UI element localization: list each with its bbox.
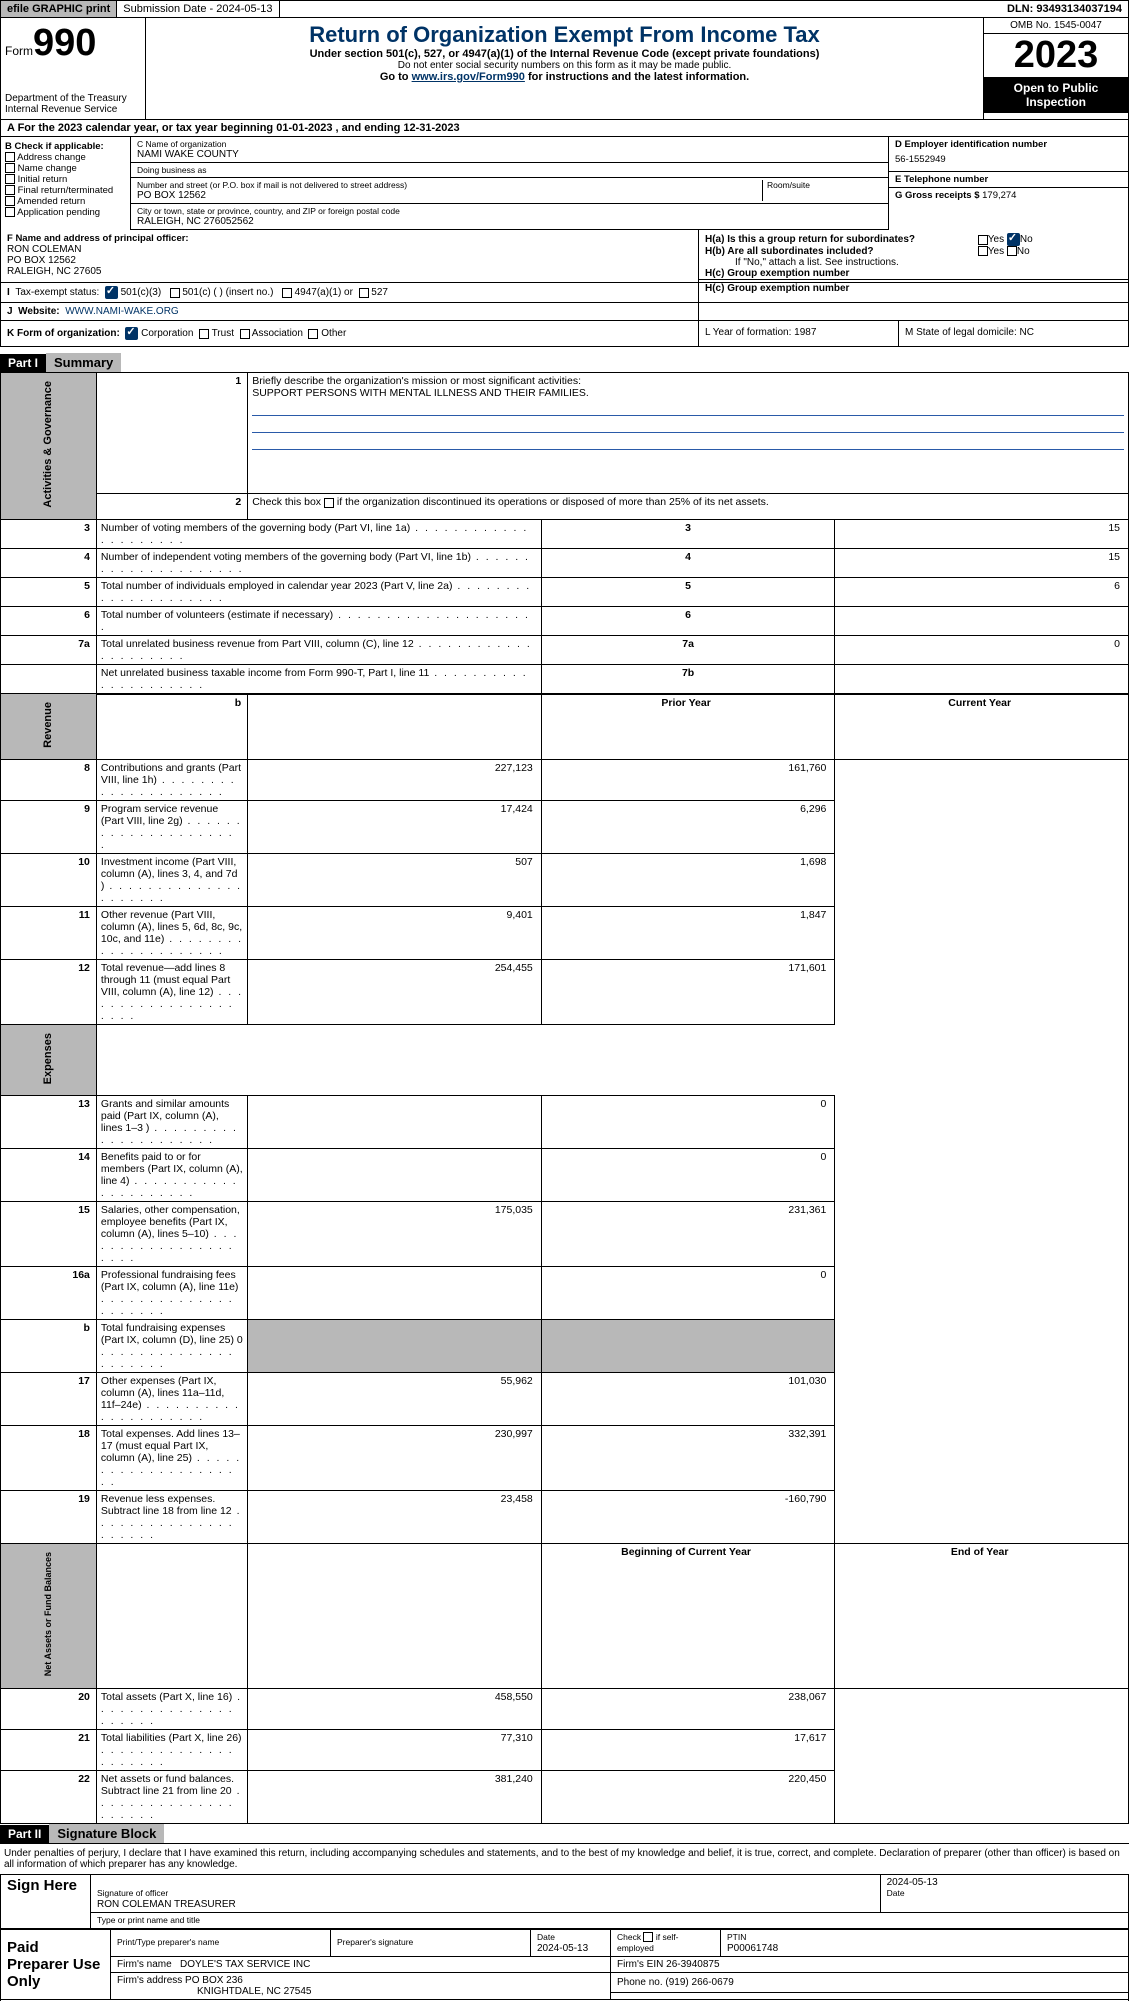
checkbox-item[interactable]: Initial return	[5, 174, 126, 185]
checkbox-checked-icon	[125, 327, 138, 340]
form-subtitle: Under section 501(c), 527, or 4947(a)(1)…	[150, 48, 979, 60]
gross-receipts: 179,274	[982, 190, 1016, 201]
discuss-row: May the IRS discuss this return with the…	[0, 2000, 1129, 2001]
officer-name: RON COLEMAN	[7, 244, 692, 255]
checkbox-item[interactable]: Name change	[5, 163, 126, 174]
form-word: Form	[5, 44, 33, 58]
checkbox-item[interactable]: Application pending	[5, 207, 126, 218]
form-header: Form990 Department of the TreasuryIntern…	[0, 18, 1129, 120]
form-link-line: Go to www.irs.gov/Form990 for instructio…	[150, 71, 979, 83]
checkbox-checked-icon	[105, 286, 118, 299]
summary-table: Activities & Governance 1 Briefly descri…	[0, 372, 1129, 1824]
checkbox-item[interactable]: Final return/terminated	[5, 185, 126, 196]
phone: (919) 266-0679	[665, 1977, 733, 1988]
checkbox-item[interactable]: Amended return	[5, 196, 126, 207]
mission: SUPPORT PERSONS WITH MENTAL ILLNESS AND …	[252, 387, 589, 399]
part2-header: Part II	[0, 1825, 49, 1843]
public-inspection: Open to Public Inspection	[984, 77, 1128, 113]
entity-section: B Check if applicable: Address change Na…	[0, 137, 1129, 230]
street: PO BOX 12562	[137, 190, 762, 201]
tax-period: A For the 2023 calendar year, or tax yea…	[0, 120, 1129, 137]
part1-header: Part I	[0, 354, 46, 372]
officer-sig: RON COLEMAN TREASURER	[97, 1899, 236, 1910]
year-formation: L Year of formation: 1987	[698, 321, 898, 346]
ptin: P00061748	[727, 1943, 778, 1954]
section-c: C Name of organizationNAMI WAKE COUNTY D…	[131, 137, 888, 230]
part1-title: Summary	[46, 353, 121, 372]
checkbox-checked-icon	[1007, 233, 1020, 246]
tax-year: 2023	[984, 34, 1128, 77]
preparer-table: Paid Preparer Use Only Print/Type prepar…	[0, 1929, 1129, 2000]
website[interactable]: WWW.NAMI-WAKE.ORG	[65, 306, 179, 317]
form-note: Do not enter social security numbers on …	[150, 60, 979, 71]
irs-link[interactable]: www.irs.gov/Form990	[412, 71, 525, 83]
row-k: K Form of organization: Corporation Trus…	[0, 321, 1129, 347]
row-fh: F Name and address of principal officer:…	[0, 230, 1129, 283]
section-d: D Employer identification number56-15529…	[888, 137, 1128, 230]
city: RALEIGH, NC 276052562	[137, 216, 882, 227]
omb-number: OMB No. 1545-0047	[984, 18, 1128, 34]
dln: DLN: 93493134037194	[1001, 1, 1128, 17]
part2-title: Signature Block	[49, 1824, 164, 1843]
section-b: B Check if applicable: Address change Na…	[1, 137, 131, 230]
state-domicile: M State of legal domicile: NC	[898, 321, 1128, 346]
ein: 56-1552949	[895, 150, 1122, 169]
efile-label[interactable]: efile GRAPHIC print	[1, 1, 117, 17]
firm-name: DOYLE'S TAX SERVICE INC	[180, 1959, 310, 1970]
penalty-statement: Under penalties of perjury, I declare th…	[0, 1843, 1129, 1874]
form-title: Return of Organization Exempt From Incom…	[150, 22, 979, 48]
signature-table: Sign Here Signature of officerRON COLEMA…	[0, 1874, 1129, 1929]
firm-ein: 26-3940875	[666, 1959, 719, 1970]
top-bar: efile GRAPHIC print Submission Date - 20…	[0, 0, 1129, 18]
row-j: J Website: WWW.NAMI-WAKE.ORG H(c) Group …	[0, 303, 1129, 321]
org-name: NAMI WAKE COUNTY	[137, 149, 882, 160]
submission-date: Submission Date - 2024-05-13	[117, 1, 279, 17]
dept-label: Department of the TreasuryInternal Reven…	[5, 93, 141, 115]
form-number: 990	[33, 22, 96, 64]
checkbox-item[interactable]: Address change	[5, 152, 126, 163]
